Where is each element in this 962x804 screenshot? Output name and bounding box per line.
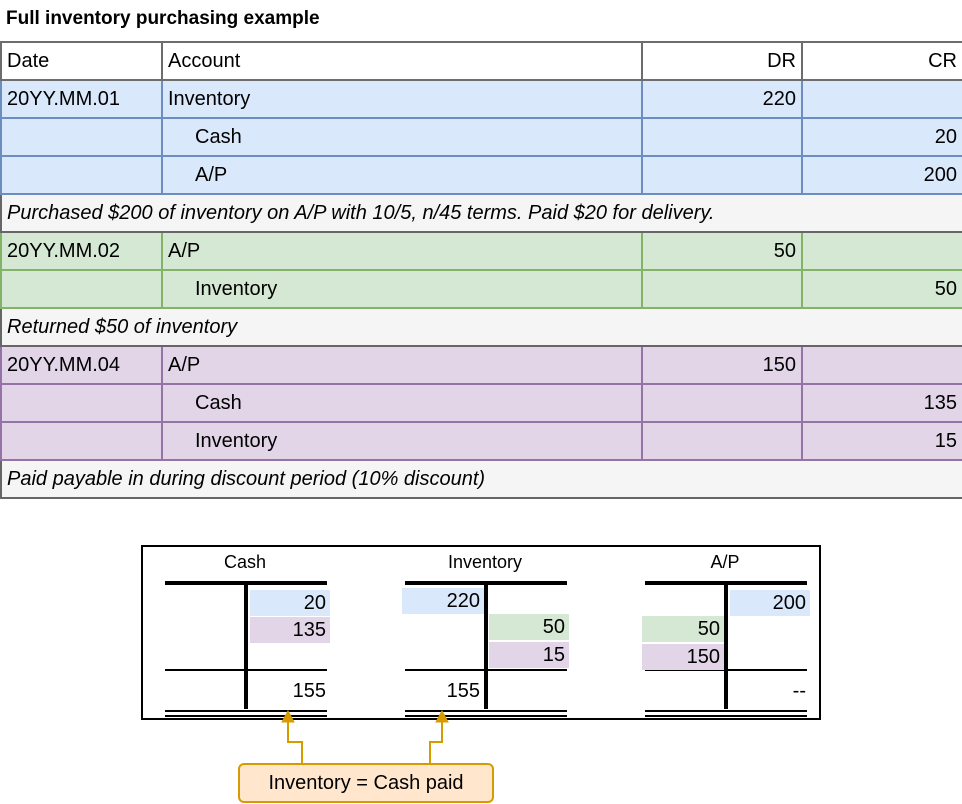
entry-cr: 15 [801, 421, 962, 461]
t-account-divider [244, 583, 248, 709]
entry-account: Inventory [161, 79, 643, 119]
entry-date: 20YY.MM.01 [0, 79, 163, 119]
t-account-credit: 135 [250, 617, 330, 643]
t-accounts-box: Cash 20 135 155 Inventory 220 50 15 155 … [141, 545, 821, 720]
t-account-credit-total: -- [792, 680, 806, 702]
entry-date [0, 269, 163, 309]
entry-cr: 135 [801, 383, 962, 423]
entry-dr [641, 421, 803, 461]
t-account-divider [724, 583, 728, 709]
entry-note-row: Paid payable in during discount period (… [0, 459, 962, 499]
entry-account: A/P [161, 231, 643, 271]
entry-date [0, 421, 163, 461]
table-row: Inventory 50 [0, 269, 962, 309]
entry-dr [641, 155, 803, 195]
entry-cr: 20 [801, 117, 962, 157]
t-account-credit: 15 [489, 642, 569, 668]
entry-cr [801, 79, 962, 119]
header-cr: CR [801, 41, 962, 81]
entry-account: Cash [161, 383, 643, 423]
entry-cr: 200 [801, 155, 962, 195]
t-account-title-ap: A/P [710, 552, 740, 572]
t-account-title-inventory: Inventory [447, 552, 523, 572]
entry-date [0, 117, 163, 157]
t-account-divider [484, 583, 488, 709]
header-date: Date [0, 41, 163, 81]
entry-date [0, 155, 163, 195]
entry-note: Purchased $200 of inventory on A/P with … [0, 193, 962, 233]
entry-cr [801, 345, 962, 385]
entry-date [0, 383, 163, 423]
t-account-credit: 20 [250, 590, 330, 616]
table-row: A/P 200 [0, 155, 962, 195]
table-row: Inventory 15 [0, 421, 962, 461]
t-account-debit-total: 155 [446, 680, 480, 702]
table-row: 20YY.MM.04 A/P 150 [0, 345, 962, 385]
entry-dr: 150 [641, 345, 803, 385]
entry-account: Inventory [161, 421, 643, 461]
t-account-credit: 50 [489, 614, 569, 640]
t-account-debit: 50 [642, 616, 724, 642]
t-account-total-line [645, 669, 807, 671]
callout-note: Inventory = Cash paid [238, 763, 494, 803]
entry-cr: 50 [801, 269, 962, 309]
entry-dr: 50 [641, 231, 803, 271]
t-account-debit: 220 [402, 588, 484, 614]
entry-account: Cash [161, 117, 643, 157]
journal-table: Date Account DR CR 20YY.MM.01 Inventory … [0, 41, 962, 499]
connector-inventory [429, 720, 443, 763]
header-dr: DR [641, 41, 803, 81]
table-row: Cash 20 [0, 117, 962, 157]
entry-date: 20YY.MM.04 [0, 345, 163, 385]
entry-note: Paid payable in during discount period (… [0, 459, 962, 499]
t-account-double-line [645, 710, 807, 717]
t-account-credit: 200 [730, 590, 810, 616]
arrowhead-inventory [435, 709, 449, 723]
header-row: Date Account DR CR [0, 41, 962, 81]
entry-dr: 220 [641, 79, 803, 119]
entry-note: Returned $50 of inventory [0, 307, 962, 347]
connector-cash [287, 720, 303, 763]
arrowhead-cash [281, 709, 295, 723]
entry-date: 20YY.MM.02 [0, 231, 163, 271]
entry-account: A/P [161, 345, 643, 385]
table-row: 20YY.MM.02 A/P 50 [0, 231, 962, 271]
t-account-credit-total: 155 [292, 680, 326, 702]
t-account-double-line [405, 710, 567, 717]
page-title: Full inventory purchasing example [6, 8, 320, 29]
entry-dr [641, 383, 803, 423]
entry-note-row: Purchased $200 of inventory on A/P with … [0, 193, 962, 233]
table-row: 20YY.MM.01 Inventory 220 [0, 79, 962, 119]
header-account: Account [161, 41, 643, 81]
t-account-total-line [165, 669, 327, 671]
t-account-debit: 150 [642, 644, 724, 670]
t-account-double-line [165, 710, 327, 717]
entry-note-row: Returned $50 of inventory [0, 307, 962, 347]
entry-dr [641, 269, 803, 309]
entry-cr [801, 231, 962, 271]
t-account-total-line [405, 669, 567, 671]
entry-dr [641, 117, 803, 157]
entry-account: Inventory [161, 269, 643, 309]
entry-account: A/P [161, 155, 643, 195]
t-account-title-cash: Cash [223, 552, 267, 572]
table-row: Cash 135 [0, 383, 962, 423]
